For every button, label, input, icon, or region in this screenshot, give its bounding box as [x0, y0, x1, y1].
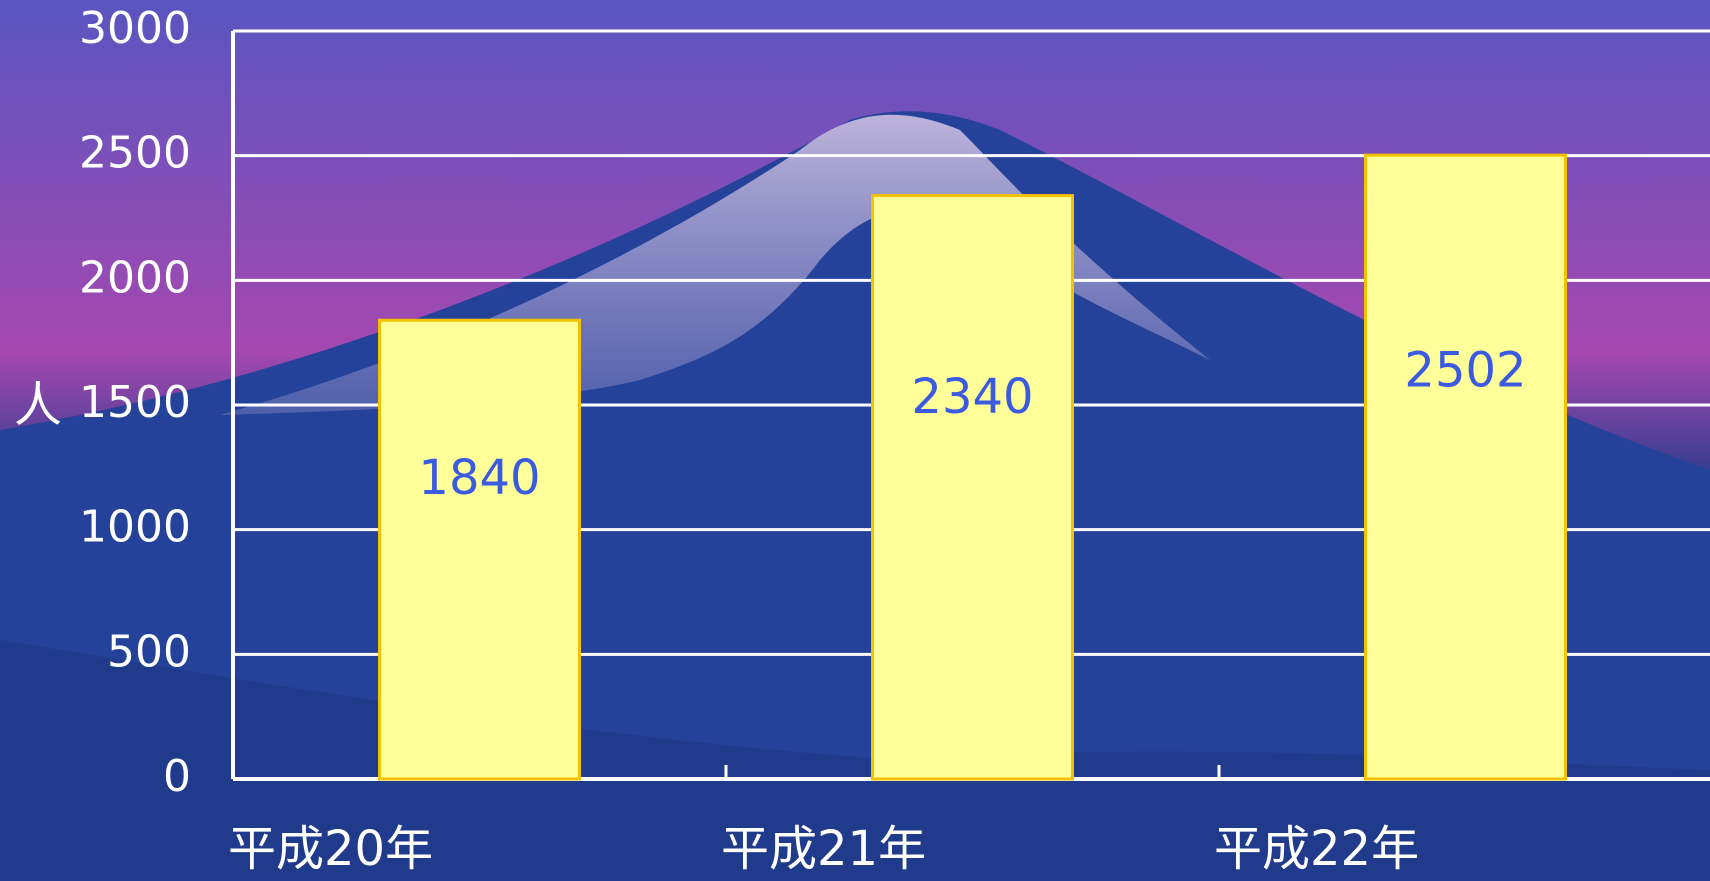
- value-label: 2502: [1404, 343, 1526, 399]
- y-tick-label: 2000: [79, 252, 191, 303]
- bar: [378, 318, 581, 781]
- y-axis-label: 人: [14, 377, 62, 433]
- value-label: 2340: [911, 369, 1033, 425]
- y-tick-label: 1500: [79, 377, 191, 428]
- y-tick-label: 500: [107, 626, 191, 677]
- x-tick-label: 平成21年: [721, 821, 926, 877]
- y-tick-label: 3000: [79, 3, 191, 54]
- value-label: 1840: [418, 450, 540, 506]
- x-tick-label: 平成22年: [1214, 821, 1419, 877]
- y-tick-label: 1000: [79, 502, 191, 553]
- bar: [1364, 153, 1567, 781]
- y-tick-label: 0: [163, 751, 191, 802]
- foothills: [0, 640, 1710, 881]
- bar: [871, 194, 1074, 781]
- x-tick-label: 平成20年: [228, 821, 433, 877]
- y-tick-label: 2500: [79, 128, 191, 179]
